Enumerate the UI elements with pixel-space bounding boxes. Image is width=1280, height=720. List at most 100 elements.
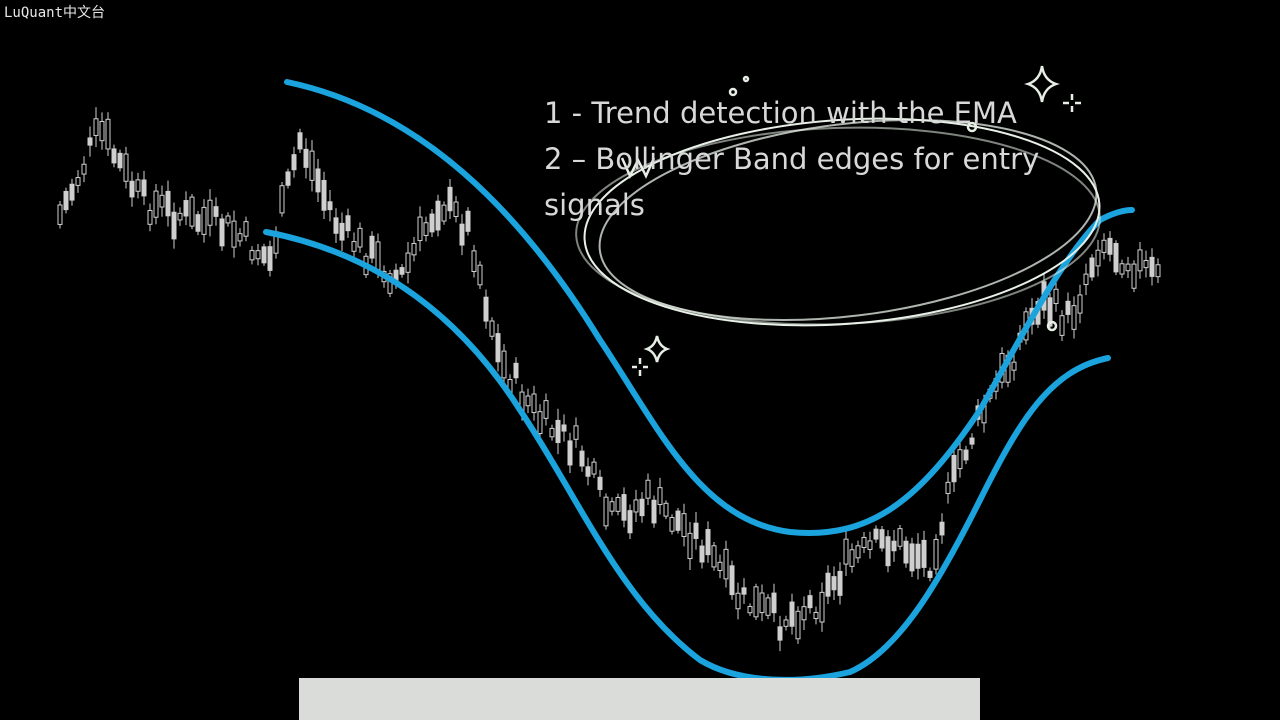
candle-body [471,250,477,272]
candle-body [921,539,927,568]
candle-body [261,246,267,264]
candle-body [321,179,327,211]
candle-body [549,427,555,438]
candle-body [837,570,843,596]
candle-body [1047,297,1053,327]
candle-body [885,536,891,567]
candle-body [825,572,831,597]
candle-body [615,496,621,512]
candle-body [153,190,159,218]
candle-body [195,214,201,232]
candle-body [1095,249,1101,267]
candle-body [609,501,615,512]
candle-body [645,479,651,499]
candle-body [453,201,459,218]
candle-body [777,626,783,641]
candle-body [945,481,951,494]
sparkle-icon [620,75,1058,332]
candle-body [117,152,123,169]
candle-body [753,586,759,618]
candle-body [429,213,435,233]
candle-body [177,212,183,221]
candle-body [627,510,633,534]
sparkle-icon [632,335,671,376]
candle-body [597,476,603,490]
candle-body [621,494,627,521]
candle-body [501,350,507,379]
candle-body [231,220,237,248]
candle-body [339,222,345,241]
candle-body [789,601,795,627]
candle-body [741,587,747,595]
candle-body [897,528,903,547]
candle-body [345,215,351,232]
candle-body [579,450,585,467]
candle-body [489,320,495,337]
candle-body [69,183,75,201]
candle-body [1053,288,1059,305]
candle-body [1107,237,1113,255]
candle-body [831,576,837,591]
candle-body [495,333,501,363]
candle-body [591,461,597,475]
candle-body [405,252,411,273]
channel-watermark: LuQuant中文台 [4,5,106,21]
candle-body [327,201,333,211]
candle-body [855,545,861,559]
candle-body [447,186,453,212]
candle-body [411,242,417,256]
candle-body [693,522,699,539]
candle-body [309,150,315,181]
candle-body [1149,256,1155,277]
candle-body [723,548,729,580]
sparkle-icon [966,65,1081,133]
candle-body [657,487,663,506]
candle-body [267,246,273,271]
candle-body [807,595,813,609]
candle-body [849,549,855,567]
candle-body [525,395,531,407]
candle-body [513,362,519,379]
bullet-item: signals [544,188,645,222]
candle-body [1059,315,1065,336]
candle-body [243,221,249,237]
candle-body [639,498,645,517]
candle-body [843,538,849,565]
candle-body [957,449,963,470]
candle-body [201,206,207,235]
candle-body [1101,239,1107,253]
candle-body [963,449,969,461]
candle-body [819,591,825,623]
candle-body [423,222,429,236]
candle-body [903,540,909,564]
candle-body [99,120,105,142]
candle-body [861,536,867,548]
candle-body [795,610,801,640]
candle-body [291,154,297,171]
candle-body [315,168,321,193]
candle-body [165,190,171,217]
candle-body [555,419,561,444]
candle-body [909,543,915,572]
candle-body [135,179,141,192]
candle-body [801,606,807,621]
candle-body [687,532,693,560]
candle-body [1083,273,1089,286]
candle-body [441,204,447,222]
candle-body [699,545,705,563]
candle-body [57,204,63,225]
candle-body [681,513,687,537]
candle-body [537,411,543,435]
candle-body [303,148,309,168]
candle-body [1065,300,1071,315]
candle-body [1137,249,1143,272]
candle-body [1125,263,1131,272]
candle-body [951,454,957,483]
candle-body [435,200,441,231]
candle-body [1119,263,1125,275]
candle-body [333,217,339,234]
candle-body [735,592,741,610]
candle-body [285,171,291,186]
candle-body [399,267,405,275]
